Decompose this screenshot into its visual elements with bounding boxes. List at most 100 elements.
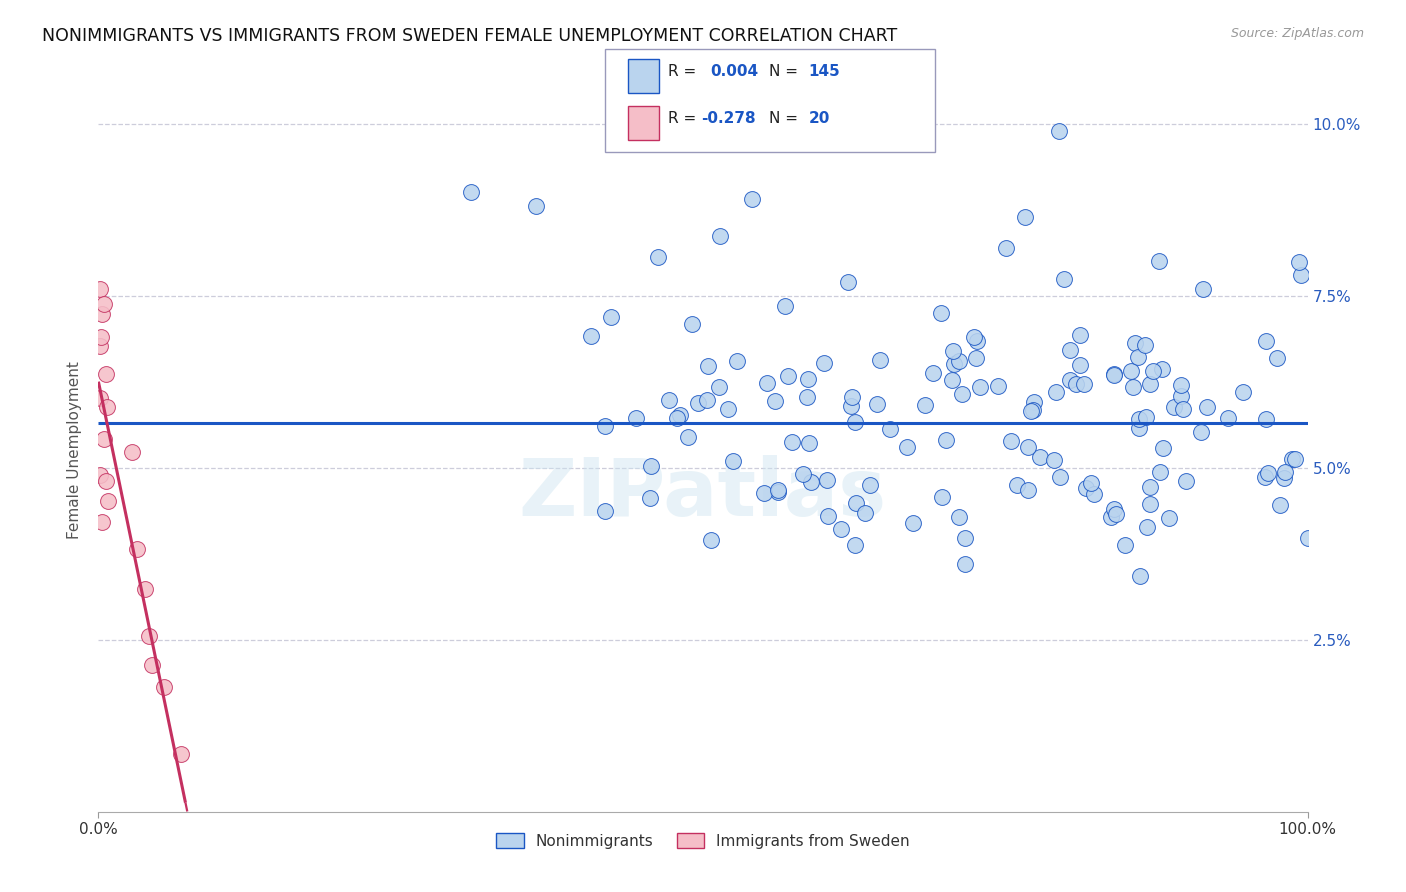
Point: [942, 343, 965, 358]
Point: [678, 430, 700, 444]
Point: [766, 484, 789, 499]
Point: [994, 241, 1017, 255]
Point: [1152, 442, 1174, 456]
Point: [943, 357, 966, 371]
Text: 20: 20: [808, 111, 830, 126]
Text: R =: R =: [668, 111, 702, 126]
Point: [96, 400, 118, 414]
Point: [1047, 124, 1070, 138]
Point: [1069, 359, 1091, 373]
Text: NONIMMIGRANTS VS IMMIGRANTS FROM SWEDEN FEMALE UNEMPLOYMENT CORRELATION CHART: NONIMMIGRANTS VS IMMIGRANTS FROM SWEDEN …: [42, 27, 897, 45]
Point: [922, 366, 945, 380]
Point: [1064, 377, 1087, 392]
Point: [89, 339, 111, 353]
Point: [799, 436, 821, 450]
Point: [1254, 412, 1277, 426]
Point: [1029, 450, 1052, 464]
Point: [665, 410, 688, 425]
Point: [1150, 362, 1173, 376]
Point: [1074, 481, 1097, 495]
Text: ZIPatlas: ZIPatlas: [519, 455, 887, 533]
Point: [1192, 282, 1215, 296]
Point: [709, 380, 731, 394]
Point: [1265, 351, 1288, 366]
Point: [579, 329, 602, 343]
Point: [1170, 377, 1192, 392]
Text: R =: R =: [668, 64, 702, 79]
Point: [1005, 478, 1028, 492]
Point: [97, 494, 120, 508]
Point: [1197, 400, 1219, 414]
Point: [696, 393, 718, 408]
Point: [813, 356, 835, 370]
Point: [1069, 328, 1091, 343]
Point: [1022, 395, 1045, 409]
Y-axis label: Female Unemployment: Female Unemployment: [67, 361, 83, 540]
Point: [845, 496, 868, 510]
Point: [776, 368, 799, 383]
Point: [1014, 210, 1036, 224]
Point: [96, 474, 118, 488]
Point: [1254, 470, 1277, 484]
Point: [752, 485, 775, 500]
Point: [1114, 538, 1136, 552]
Point: [1163, 400, 1185, 414]
Point: [89, 468, 111, 483]
Point: [1073, 376, 1095, 391]
Legend: Nonimmigrants, Immigrants from Sweden: Nonimmigrants, Immigrants from Sweden: [491, 827, 915, 855]
Point: [955, 558, 977, 572]
Point: [1102, 367, 1125, 381]
Point: [1281, 451, 1303, 466]
Point: [1216, 411, 1239, 425]
Point: [935, 433, 957, 447]
Point: [658, 393, 681, 408]
Point: [93, 432, 115, 446]
Point: [121, 445, 143, 459]
Text: 145: 145: [808, 64, 841, 79]
Point: [153, 680, 176, 694]
Point: [1123, 336, 1146, 351]
Point: [1135, 409, 1157, 424]
Point: [914, 398, 936, 412]
Point: [699, 533, 721, 548]
Point: [1272, 471, 1295, 485]
Point: [1017, 440, 1039, 454]
Point: [950, 386, 973, 401]
Point: [141, 657, 163, 672]
Point: [1104, 502, 1126, 516]
Point: [931, 490, 953, 504]
Point: [859, 477, 882, 491]
Point: [1045, 384, 1067, 399]
Point: [1128, 351, 1150, 365]
Point: [763, 393, 786, 408]
Point: [1296, 531, 1319, 545]
Point: [782, 434, 804, 449]
Point: [1139, 497, 1161, 511]
Point: [1133, 338, 1156, 352]
Point: [796, 390, 818, 404]
Point: [681, 317, 703, 331]
Point: [686, 396, 709, 410]
Point: [1043, 452, 1066, 467]
Point: [953, 531, 976, 545]
Point: [1083, 487, 1105, 501]
Point: [844, 538, 866, 552]
Point: [638, 491, 661, 505]
Point: [138, 629, 160, 643]
Point: [1175, 475, 1198, 489]
Point: [1171, 401, 1194, 416]
Point: [948, 353, 970, 368]
Point: [817, 509, 839, 524]
Point: [1128, 411, 1150, 425]
Point: [1053, 272, 1076, 286]
Point: [741, 192, 763, 206]
Point: [1157, 511, 1180, 525]
Point: [773, 299, 796, 313]
Point: [640, 458, 662, 473]
Point: [896, 440, 918, 454]
Point: [800, 475, 823, 490]
Point: [948, 509, 970, 524]
Point: [1139, 480, 1161, 494]
Point: [1257, 466, 1279, 480]
Point: [1102, 368, 1125, 382]
